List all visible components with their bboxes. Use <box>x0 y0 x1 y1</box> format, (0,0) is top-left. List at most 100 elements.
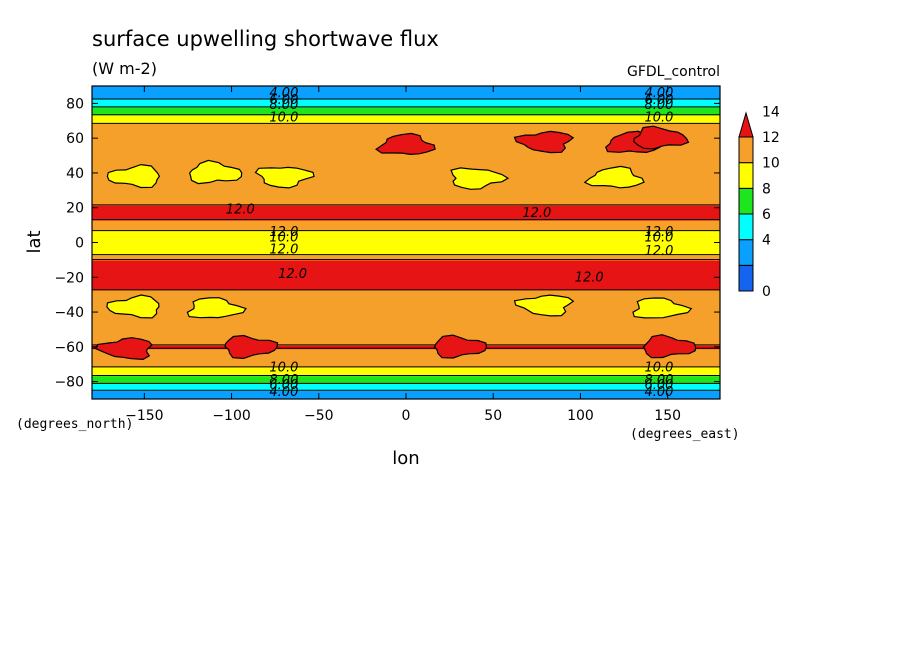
lat-band <box>92 293 720 296</box>
lat-band <box>92 163 720 165</box>
lat-band <box>92 187 720 190</box>
contour-patch <box>375 132 436 156</box>
lat-band <box>92 325 720 328</box>
lat-band <box>92 379 720 382</box>
lat-band <box>92 126 720 129</box>
lat-band <box>92 129 720 131</box>
lat-band <box>92 257 720 259</box>
lat-band <box>92 97 720 99</box>
lat-band <box>92 364 720 366</box>
lat-band <box>92 246 720 249</box>
lat-band <box>92 319 720 321</box>
contour-label: 8.00 <box>269 98 298 113</box>
lat-band <box>92 157 720 159</box>
lat-band <box>92 263 720 265</box>
colorbar-cell <box>738 162 754 189</box>
lat-band <box>92 361 720 364</box>
lat-band <box>92 219 720 222</box>
lat-band <box>92 391 720 393</box>
y-tick-label: 0 <box>75 236 84 252</box>
contour-patch <box>224 334 279 360</box>
colorbar-cell <box>738 187 754 215</box>
lat-band <box>92 309 720 311</box>
lat-band <box>92 303 720 305</box>
lat-band <box>92 218 720 220</box>
y-axis: 80 60 40 20 0 −20 −40 −60 −80 <box>54 96 720 391</box>
lat-band <box>92 220 720 223</box>
lat-band <box>92 372 720 374</box>
lat-band <box>92 120 720 123</box>
lat-band <box>92 202 720 204</box>
lat-band <box>92 127 720 130</box>
lat-band <box>92 342 720 344</box>
lat-band <box>92 332 720 335</box>
lat-band <box>92 362 720 364</box>
lat-band <box>92 95 720 98</box>
contour-patch <box>632 297 693 319</box>
y-axis-label: lat <box>24 230 45 253</box>
lat-band <box>92 225 720 227</box>
lat-band <box>92 193 720 196</box>
lat-band <box>92 292 720 294</box>
lat-band <box>92 170 720 172</box>
lat-band <box>92 181 720 184</box>
y-tick-label: −60 <box>54 340 84 356</box>
lat-band <box>92 360 720 363</box>
contour-label: 4.00 <box>644 86 673 101</box>
units-label: (W m-2) <box>92 59 157 78</box>
contour-label: 12.0 <box>269 242 298 257</box>
contour-patch <box>189 159 243 185</box>
lat-band <box>92 302 720 304</box>
lat-band <box>92 381 720 384</box>
lat-band <box>92 357 720 359</box>
contour-label: 12.0 <box>575 270 604 285</box>
lat-band <box>92 197 720 199</box>
lat-band <box>92 282 720 284</box>
lat-band <box>92 155 720 158</box>
lat-band <box>92 320 720 323</box>
colorbar-cell <box>738 239 754 266</box>
lat-band <box>92 124 720 126</box>
x-tick-label: 100 <box>567 408 594 424</box>
lat-band <box>92 227 720 230</box>
lat-band <box>92 172 720 175</box>
lat-band <box>92 377 720 379</box>
lat-band <box>92 287 720 290</box>
lat-band <box>92 252 720 254</box>
lat-band <box>92 216 720 218</box>
contour-patch <box>633 125 690 150</box>
lat-band <box>92 178 720 180</box>
contour-label: 12.0 <box>278 267 307 282</box>
lat-band <box>92 262 720 264</box>
lat-band <box>92 264 720 266</box>
lat-band <box>92 365 720 367</box>
lat-band <box>92 240 720 243</box>
lat-band <box>92 221 720 224</box>
contour-patch <box>583 165 645 189</box>
y-tick-label: −80 <box>54 375 84 391</box>
lat-band <box>92 348 720 351</box>
lat-band <box>92 179 720 182</box>
lat-band <box>92 171 720 173</box>
lat-band <box>92 283 720 285</box>
lat-band <box>92 110 720 112</box>
lat-band <box>92 200 720 203</box>
lat-band <box>92 214 720 217</box>
lat-band <box>92 224 720 226</box>
lat-band <box>92 335 720 337</box>
lat-band <box>92 332 720 334</box>
lat-band <box>92 363 720 365</box>
lat-band <box>92 354 720 357</box>
lat-band <box>92 300 720 303</box>
lat-band <box>92 158 720 160</box>
lat-band <box>92 328 720 331</box>
lat-band <box>92 378 720 380</box>
lat-band <box>92 251 720 253</box>
lat-band <box>92 340 720 343</box>
lat-band <box>92 368 720 371</box>
lat-band <box>92 205 720 208</box>
lat-band <box>92 392 720 394</box>
lat-band <box>92 96 720 98</box>
lat-band <box>92 131 720 133</box>
